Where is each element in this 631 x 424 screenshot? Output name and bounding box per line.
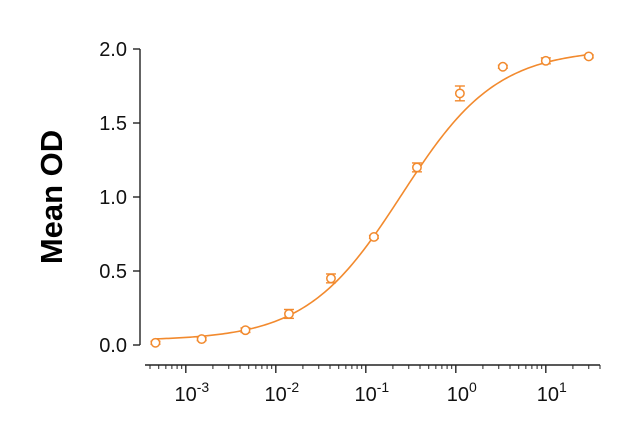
marker	[454, 88, 465, 99]
data-point	[454, 85, 465, 102]
fit-curve-group	[155, 53, 589, 340]
data-point	[240, 325, 251, 336]
x-tick-label: 10-1	[354, 379, 389, 406]
marker	[240, 325, 251, 336]
x-tick-exponent: 0	[469, 379, 477, 395]
x-tick-base: 10	[264, 384, 286, 406]
axes-group: 0.00.51.01.52.010-3 10-2 10-1 100 101	[99, 39, 601, 406]
data-point	[150, 337, 161, 348]
x-tick-label: 10-3	[174, 379, 209, 406]
x-tick-base: 10	[174, 384, 196, 406]
data-point	[325, 273, 336, 284]
marker	[583, 51, 594, 62]
marker	[368, 232, 379, 242]
data-point	[583, 51, 594, 62]
x-tick-base: 10	[354, 384, 376, 406]
y-tick-label: 0.0	[99, 335, 127, 357]
marker	[150, 337, 161, 348]
y-tick-label: 0.5	[99, 261, 127, 283]
data-point	[497, 61, 508, 72]
data-point	[540, 55, 551, 66]
y-tick-label: 2.0	[99, 39, 127, 61]
data-point	[283, 308, 294, 320]
x-tick-label: 10-2	[264, 379, 299, 406]
marker	[540, 55, 551, 66]
data-point	[368, 232, 379, 242]
x-tick-base: 10	[447, 384, 469, 406]
x-tick-exponent: 1	[559, 379, 567, 395]
data-point	[411, 162, 422, 173]
x-tick-exponent: -3	[197, 379, 210, 395]
x-tick-exponent: -2	[287, 379, 300, 395]
marker	[497, 61, 508, 72]
marker	[326, 273, 336, 284]
x-tick-base: 10	[537, 384, 559, 406]
x-tick-exponent: -1	[377, 379, 390, 395]
y-tick-label: 1.0	[99, 187, 127, 209]
x-tick-label: 100	[447, 379, 477, 406]
marker	[284, 308, 294, 319]
data-point	[196, 334, 207, 345]
x-tick-label: 101	[537, 379, 567, 406]
marker	[412, 162, 422, 173]
fit-curve	[155, 53, 589, 340]
marker	[196, 334, 207, 345]
y-axis-label: Mean OD	[34, 130, 69, 264]
y-tick-label: 1.5	[99, 113, 127, 135]
data-points-group	[150, 51, 594, 348]
